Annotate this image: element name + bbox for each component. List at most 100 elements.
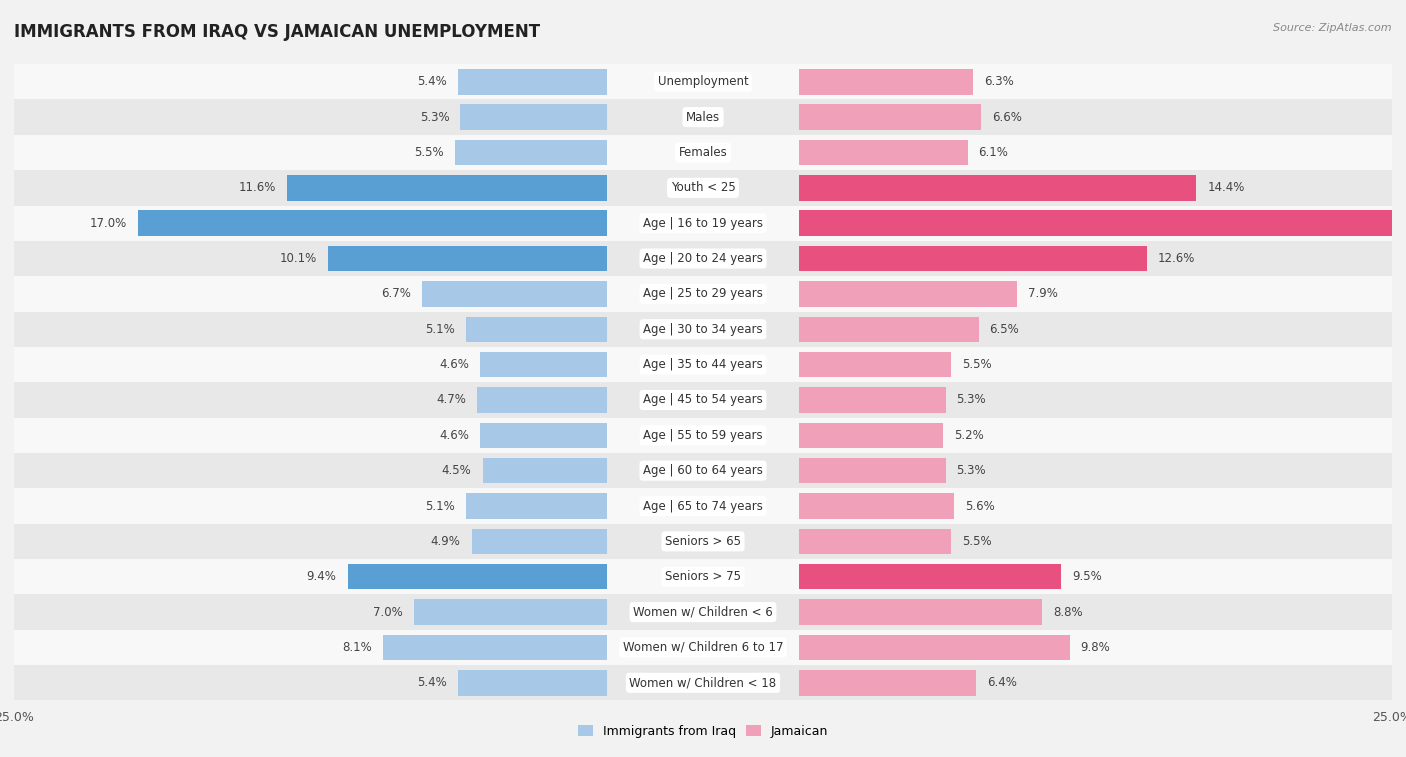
Text: 4.5%: 4.5% <box>441 464 471 477</box>
Text: 5.2%: 5.2% <box>953 428 984 442</box>
Text: Age | 30 to 34 years: Age | 30 to 34 years <box>643 322 763 336</box>
Bar <box>384 634 606 660</box>
Text: 5.3%: 5.3% <box>420 111 450 123</box>
Bar <box>14 418 1392 453</box>
Text: 5.3%: 5.3% <box>956 464 986 477</box>
Text: 10.1%: 10.1% <box>280 252 318 265</box>
Bar <box>800 670 976 696</box>
Bar <box>14 594 1392 630</box>
Text: Women w/ Children < 6: Women w/ Children < 6 <box>633 606 773 618</box>
Text: Women w/ Children < 18: Women w/ Children < 18 <box>630 676 776 690</box>
Text: 5.4%: 5.4% <box>418 75 447 89</box>
Bar <box>800 104 981 130</box>
Bar <box>800 600 1042 625</box>
Bar <box>14 241 1392 276</box>
Bar <box>14 64 1392 99</box>
Text: 5.5%: 5.5% <box>962 358 991 371</box>
Bar <box>14 312 1392 347</box>
Text: 17.0%: 17.0% <box>90 217 127 229</box>
Bar <box>458 69 606 95</box>
Text: 6.6%: 6.6% <box>993 111 1022 123</box>
Bar <box>14 559 1392 594</box>
Text: 5.6%: 5.6% <box>965 500 994 512</box>
Text: 6.7%: 6.7% <box>381 288 411 301</box>
Text: Youth < 25: Youth < 25 <box>671 182 735 195</box>
Bar <box>800 246 1147 271</box>
Bar <box>479 422 606 448</box>
Text: 7.0%: 7.0% <box>373 606 402 618</box>
Text: 4.6%: 4.6% <box>439 358 468 371</box>
Bar <box>800 494 953 519</box>
Text: Age | 16 to 19 years: Age | 16 to 19 years <box>643 217 763 229</box>
Text: Seniors > 65: Seniors > 65 <box>665 535 741 548</box>
Bar <box>800 316 979 342</box>
Bar <box>14 135 1392 170</box>
Text: 6.4%: 6.4% <box>987 676 1017 690</box>
Bar <box>800 281 1017 307</box>
Bar <box>800 175 1197 201</box>
Text: 5.1%: 5.1% <box>425 322 456 336</box>
Text: IMMIGRANTS FROM IRAQ VS JAMAICAN UNEMPLOYMENT: IMMIGRANTS FROM IRAQ VS JAMAICAN UNEMPLO… <box>14 23 540 41</box>
Text: 4.6%: 4.6% <box>439 428 468 442</box>
Bar <box>800 69 973 95</box>
Text: Age | 35 to 44 years: Age | 35 to 44 years <box>643 358 763 371</box>
Bar <box>477 388 606 413</box>
Bar <box>461 104 606 130</box>
Bar <box>14 205 1392 241</box>
Legend: Immigrants from Iraq, Jamaican: Immigrants from Iraq, Jamaican <box>572 720 834 743</box>
Bar <box>14 453 1392 488</box>
Text: 5.5%: 5.5% <box>415 146 444 159</box>
Text: Age | 25 to 29 years: Age | 25 to 29 years <box>643 288 763 301</box>
Bar <box>14 347 1392 382</box>
Bar <box>800 528 950 554</box>
Text: 11.6%: 11.6% <box>239 182 276 195</box>
Text: 9.5%: 9.5% <box>1073 570 1102 583</box>
Bar <box>800 210 1398 236</box>
Text: 9.4%: 9.4% <box>307 570 336 583</box>
Text: Source: ZipAtlas.com: Source: ZipAtlas.com <box>1274 23 1392 33</box>
Bar <box>800 352 950 377</box>
Text: Seniors > 75: Seniors > 75 <box>665 570 741 583</box>
Bar <box>479 352 606 377</box>
Bar <box>471 528 606 554</box>
Bar <box>800 140 967 165</box>
Text: 8.1%: 8.1% <box>343 641 373 654</box>
Bar <box>458 670 606 696</box>
Bar <box>347 564 606 590</box>
Text: Males: Males <box>686 111 720 123</box>
Bar <box>14 99 1392 135</box>
Bar <box>14 382 1392 418</box>
Bar <box>138 210 606 236</box>
Text: 6.1%: 6.1% <box>979 146 1008 159</box>
Bar <box>456 140 606 165</box>
Bar <box>14 488 1392 524</box>
Text: Age | 20 to 24 years: Age | 20 to 24 years <box>643 252 763 265</box>
Bar <box>465 494 606 519</box>
Text: 9.8%: 9.8% <box>1081 641 1111 654</box>
Text: 5.1%: 5.1% <box>425 500 456 512</box>
Text: Age | 65 to 74 years: Age | 65 to 74 years <box>643 500 763 512</box>
Bar <box>287 175 606 201</box>
Bar <box>800 634 1070 660</box>
Text: 7.9%: 7.9% <box>1028 288 1059 301</box>
Bar <box>14 630 1392 665</box>
Bar <box>14 665 1392 700</box>
Text: 5.5%: 5.5% <box>962 535 991 548</box>
Text: 5.4%: 5.4% <box>418 676 447 690</box>
Bar <box>800 388 945 413</box>
Text: 4.7%: 4.7% <box>436 394 465 407</box>
Bar <box>422 281 606 307</box>
Text: 5.3%: 5.3% <box>956 394 986 407</box>
Text: Women w/ Children 6 to 17: Women w/ Children 6 to 17 <box>623 641 783 654</box>
Bar <box>413 600 606 625</box>
Text: 12.6%: 12.6% <box>1157 252 1195 265</box>
Bar <box>14 170 1392 205</box>
Text: Age | 45 to 54 years: Age | 45 to 54 years <box>643 394 763 407</box>
Bar <box>800 422 943 448</box>
Text: Unemployment: Unemployment <box>658 75 748 89</box>
Text: Age | 60 to 64 years: Age | 60 to 64 years <box>643 464 763 477</box>
Bar <box>465 316 606 342</box>
Bar <box>800 564 1062 590</box>
Text: 6.5%: 6.5% <box>990 322 1019 336</box>
Text: 6.3%: 6.3% <box>984 75 1014 89</box>
